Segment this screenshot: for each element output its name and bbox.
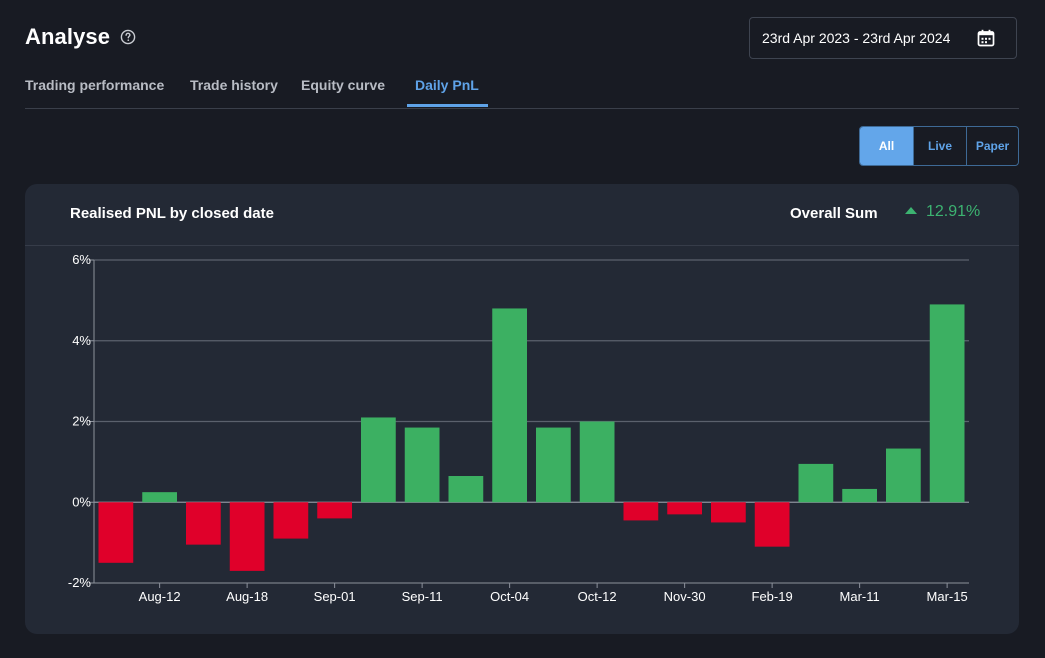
x-tick-label: Aug-12 bbox=[139, 589, 181, 604]
pnl-bar bbox=[186, 502, 221, 545]
x-tick-label: Sep-11 bbox=[402, 589, 443, 604]
pnl-bar bbox=[842, 488, 877, 503]
question-circle-icon[interactable] bbox=[120, 29, 136, 45]
pnl-bar bbox=[229, 502, 265, 571]
x-tick-label: Aug-18 bbox=[226, 589, 268, 604]
pnl-bar bbox=[492, 308, 527, 503]
x-tick-label: Mar-15 bbox=[927, 589, 968, 604]
date-range-picker[interactable]: 23rd Apr 2023 - 23rd Apr 2024 bbox=[749, 17, 1017, 59]
pnl-bar bbox=[98, 502, 134, 563]
trend-up-icon bbox=[905, 207, 917, 214]
x-tick-label: Oct-12 bbox=[578, 589, 617, 604]
pnl-bar bbox=[142, 492, 177, 503]
date-range-label: 23rd Apr 2023 - 23rd Apr 2024 bbox=[762, 30, 951, 46]
calendar-icon[interactable] bbox=[977, 29, 995, 47]
y-tick-label: 0% bbox=[72, 494, 91, 509]
y-tick-label: -2% bbox=[68, 575, 92, 590]
overall-sum-value: 12.91% bbox=[926, 203, 981, 220]
x-tick-label: Sep-01 bbox=[314, 589, 356, 604]
page-title: Analyse bbox=[25, 24, 111, 49]
pnl-bar bbox=[623, 502, 659, 521]
pnl-bar-chart: 6% 4% 2% 0% -2% Aug-12 Aug-18 Sep-01 Sep-11 Oct-0… bbox=[68, 252, 969, 604]
y-tick-label: 4% bbox=[72, 333, 91, 348]
pnl-bar bbox=[929, 304, 965, 503]
y-tick-label: 2% bbox=[72, 414, 91, 429]
pnl-bar bbox=[798, 463, 834, 503]
card-header: Realised PNL by closed date Overall Sum … bbox=[25, 184, 1019, 246]
filter-paper-button[interactable]: Paper bbox=[966, 127, 1018, 165]
x-tick-label: Oct-04 bbox=[490, 589, 529, 604]
pnl-bar bbox=[448, 476, 484, 503]
tab-trading-performance[interactable]: Trading performance bbox=[25, 77, 165, 93]
tab-equity-curve[interactable]: Equity curve bbox=[301, 77, 386, 93]
y-tick-label: 6% bbox=[72, 252, 91, 267]
x-tick-label: Mar-11 bbox=[840, 589, 880, 604]
x-tick-label: Feb-19 bbox=[752, 589, 793, 604]
overall-sum-label: Overall Sum bbox=[790, 205, 878, 222]
pnl-bar bbox=[579, 421, 615, 503]
pnl-bar bbox=[404, 427, 440, 503]
tab-daily-pnl[interactable]: Daily PnL bbox=[415, 77, 479, 93]
pnl-bar bbox=[273, 502, 309, 539]
pnl-bar bbox=[667, 502, 702, 515]
filter-all-button[interactable]: All bbox=[860, 127, 913, 165]
pnl-bar bbox=[536, 427, 571, 503]
filter-live-button[interactable]: Live bbox=[913, 127, 966, 165]
x-tick-label: Nov-30 bbox=[664, 589, 706, 604]
pnl-bar bbox=[886, 448, 921, 503]
pnl-bar bbox=[711, 502, 746, 523]
tab-bar: Trading performance Trade history Equity… bbox=[25, 68, 1019, 109]
page-header: Analyse bbox=[25, 24, 136, 50]
active-tab-indicator bbox=[407, 104, 488, 107]
pnl-bar bbox=[754, 502, 790, 547]
daily-pnl-card: Realised PNL by closed date Overall Sum … bbox=[25, 184, 1019, 634]
pnl-bar bbox=[317, 502, 352, 519]
card-title: Realised PNL by closed date bbox=[70, 205, 274, 222]
pnl-bar bbox=[361, 417, 396, 503]
tab-trade-history[interactable]: Trade history bbox=[190, 77, 278, 93]
account-type-filter: All Live Paper bbox=[859, 126, 1019, 166]
